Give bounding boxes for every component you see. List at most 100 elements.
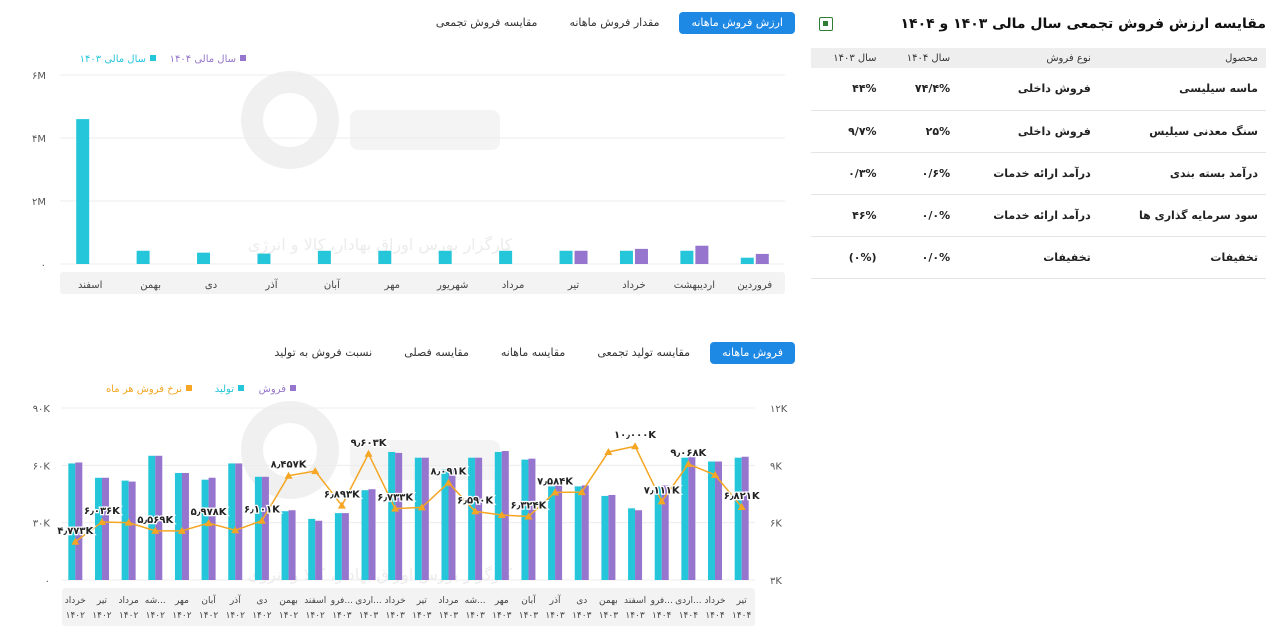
data-label: ۶٫۵۹۰K <box>457 495 494 506</box>
monthly-chart-tabs: ارزش فروش ماهانه مقدار فروش ماهانه مقایسه … <box>424 12 795 34</box>
x-tick-label: ۱۴۰۲ <box>66 611 86 621</box>
x-tick-label: تیر <box>567 280 580 291</box>
bar-production <box>334 513 342 580</box>
excel-export-icon[interactable] <box>819 17 833 31</box>
x-tick-label: ۱۴۰۳ <box>386 611 406 621</box>
x-tick-label: ۱۴۰۲ <box>252 611 272 621</box>
table-cell: تخفیفات <box>1098 236 1266 279</box>
rate-point <box>311 467 320 475</box>
x-tick-label: تیر <box>736 596 748 606</box>
table-row: تخفیفات تخفیفات ۰/۰% (۰%) <box>811 236 1266 279</box>
data-label: ۱۰٫۰۰۰K <box>614 430 657 441</box>
bottom-tab-1[interactable]: مقایسه تولید تجمعی <box>597 346 691 359</box>
rate-point <box>97 517 106 525</box>
bar-sales <box>555 485 563 580</box>
y-tick-label: ۲M <box>32 197 46 208</box>
bar-sales <box>288 510 296 580</box>
bar-production <box>521 459 529 580</box>
table-cell: ۰/۰% <box>884 236 959 279</box>
column-header: نوع فروش <box>958 48 1099 68</box>
data-label: ۵٫۹۷۸K <box>191 507 228 518</box>
bar-sales <box>581 485 589 580</box>
rate-point <box>204 519 213 527</box>
rate-point <box>711 470 720 478</box>
table-cell: سود سرمایه گذاری ها <box>1098 194 1266 237</box>
table-cell: (۰%) <box>811 236 885 279</box>
bar-production <box>281 511 289 580</box>
bar-sales <box>75 462 83 580</box>
table-cell: ۴۶% <box>811 194 885 237</box>
data-label: ۹٫۰۶۸K <box>670 448 707 459</box>
rate-point <box>284 471 293 479</box>
bar-sales <box>688 456 696 580</box>
bar-production <box>308 518 316 580</box>
rate-point <box>151 526 160 534</box>
legend-label: نرخ فروش هر ماه <box>106 384 182 395</box>
x-axis-band <box>62 588 755 626</box>
bar-1403 <box>499 250 513 264</box>
x-tick-label: فرو... <box>330 596 353 606</box>
bar-1404 <box>574 250 588 264</box>
x-tick-label: آبان <box>201 594 216 606</box>
top-tab-2[interactable]: مقایسه فروش تجمعی <box>435 16 538 29</box>
x-tick-label: ۱۴۰۲ <box>119 611 139 621</box>
table-cell: ۰/۶% <box>884 152 959 195</box>
bar-sales <box>315 520 323 580</box>
x-axis-band <box>60 272 785 294</box>
data-label: ۶٫۱۰۱K <box>244 505 281 516</box>
bar-production <box>228 463 236 580</box>
bottom-tab-0[interactable]: فروش ماهانه <box>710 342 795 364</box>
rate-point <box>684 460 693 468</box>
bar-1403 <box>317 250 331 264</box>
x-tick-label: مهر <box>494 596 509 606</box>
x-tick-label: اسفند <box>624 596 646 606</box>
table-row: درآمد بسته بندی درآمد ارائه خدمات ۰/۶% ۰/۳% <box>811 152 1266 195</box>
bar-sales <box>421 457 429 580</box>
x-tick-label: اردی... <box>355 596 382 606</box>
x-tick-label: شهریور <box>436 280 468 291</box>
x-tick-label: ۱۴۰۳ <box>332 611 352 621</box>
bar-production <box>361 490 369 580</box>
bar-1403 <box>197 252 211 264</box>
x-tick-label: اسفند <box>78 280 102 291</box>
bar-production <box>388 451 396 580</box>
panel-title: مقایسه ارزش فروش تجمعی سال مالی ۱۴۰۳ و ۱… <box>900 16 1266 32</box>
rate-point <box>471 507 480 515</box>
top-tab-1[interactable]: مقدار فروش ماهانه <box>569 16 660 29</box>
y-left-tick-label: ۳۰K <box>33 519 51 530</box>
rate-point <box>257 516 266 524</box>
column-header: محصول <box>1098 48 1266 68</box>
bottom-tab-2[interactable]: مقایسه ماهانه <box>500 346 566 359</box>
x-tick-label: بهمن <box>279 596 298 606</box>
x-tick-label: ۱۴۰۳ <box>519 611 539 621</box>
bottom-tab-4[interactable]: نسبت فروش به تولید <box>274 346 373 359</box>
x-tick-label: ۱۴۰۳ <box>359 611 379 621</box>
x-tick-label: بهمن <box>599 596 618 606</box>
column-header: سال ۱۴۰۳ <box>811 48 885 68</box>
rate-point <box>657 497 666 505</box>
x-tick-label: آذر <box>264 278 278 291</box>
rate-point <box>577 488 586 496</box>
x-tick-label: ۱۴۰۲ <box>226 611 246 621</box>
y-left-tick-label: ۶۰K <box>33 461 51 472</box>
bar-sales <box>341 513 349 580</box>
rate-point <box>497 511 506 519</box>
x-tick-label: مهر <box>174 596 189 606</box>
bar-1404 <box>634 248 648 264</box>
bar-sales <box>395 452 403 580</box>
legend-label: سال مالی ۱۴۰۳ <box>80 54 146 65</box>
x-tick-label: بهمن <box>140 280 161 291</box>
x-tick-label: شه... <box>465 596 486 606</box>
bar-production <box>201 479 209 580</box>
x-tick-label: تیر <box>96 596 108 606</box>
table-cell: ماسه سیلیسی <box>1098 68 1266 111</box>
data-label: ۹٫۶۰۳K <box>351 438 388 449</box>
y-left-tick-label: ۰ <box>45 576 50 587</box>
table-cell: فروش داخلی <box>958 110 1099 153</box>
x-tick-label: آذر <box>549 594 561 606</box>
bottom-tab-3[interactable]: مقایسه فصلی <box>404 346 469 359</box>
x-tick-label: مرداد <box>438 596 458 606</box>
x-tick-label: آبان <box>324 278 341 291</box>
top-tab-0[interactable]: ارزش فروش ماهانه <box>679 12 795 34</box>
bar-sales <box>475 457 483 580</box>
